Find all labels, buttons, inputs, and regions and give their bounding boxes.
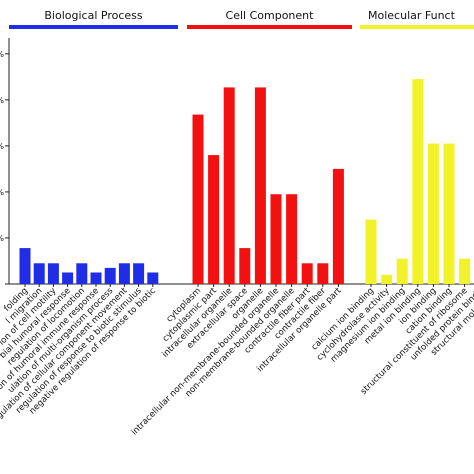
- bar: [239, 248, 251, 284]
- bar: [443, 143, 455, 284]
- group-label: Biological Process: [44, 9, 142, 22]
- bar: [381, 274, 393, 284]
- bar: [459, 258, 471, 284]
- bar: [317, 263, 329, 284]
- bar: [301, 263, 313, 284]
- bar: [192, 114, 204, 284]
- bar: [254, 87, 266, 284]
- bar: [33, 263, 45, 284]
- bar: [104, 267, 116, 284]
- group-color-bar: [187, 25, 352, 29]
- bar: [286, 194, 298, 284]
- bar: [147, 272, 159, 284]
- group-header: Biological Process Cell Component Molecula…: [9, 9, 474, 29]
- bar: [223, 87, 235, 284]
- y-tick-label: %: [0, 96, 4, 105]
- y-tick-label: %: [0, 188, 4, 197]
- group-color-bar: [9, 25, 178, 29]
- bar: [47, 263, 59, 284]
- axes: %%%%%: [0, 38, 474, 285]
- bar: [270, 194, 282, 284]
- bar: [90, 272, 102, 284]
- group-label: Molecular Funct: [368, 9, 456, 22]
- bar: [133, 263, 145, 284]
- bars: [19, 79, 471, 284]
- y-tick-label: %: [0, 142, 4, 151]
- bar: [412, 79, 424, 284]
- bar: [208, 155, 220, 284]
- bar: [62, 272, 74, 284]
- group-label: Cell Component: [226, 9, 315, 22]
- group-color-bar: [360, 25, 474, 29]
- bar: [365, 219, 377, 284]
- y-tick-label: %: [0, 50, 4, 59]
- bar: [76, 263, 88, 284]
- bar: [118, 263, 130, 284]
- bar: [396, 258, 408, 284]
- bar: [332, 168, 344, 284]
- bar: [19, 248, 31, 284]
- y-tick-label: %: [0, 234, 4, 243]
- bar: [427, 143, 439, 284]
